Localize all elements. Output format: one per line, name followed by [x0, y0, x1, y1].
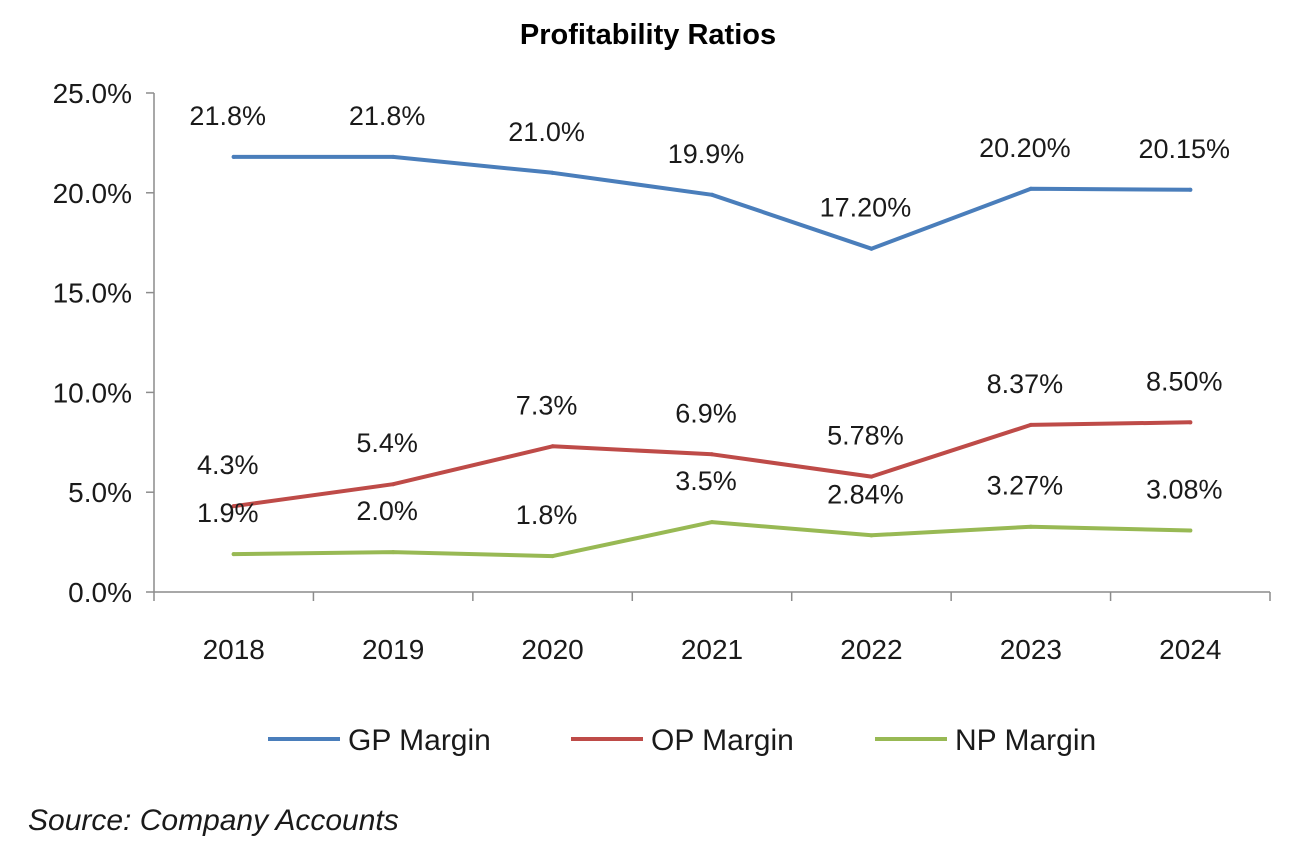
data-point-np-margin: [550, 554, 555, 559]
source-note: Source: Company Accounts: [28, 804, 399, 837]
legend-label-np-margin: NP Margin: [955, 724, 1096, 757]
data-label-np-margin: 3.08%: [1146, 475, 1223, 505]
data-point-np-margin: [710, 520, 714, 525]
data-point-np-margin: [1188, 528, 1193, 533]
data-label-np-margin: 3.27%: [987, 471, 1064, 501]
series-line-gp-margin: [231, 154, 1193, 251]
x-tick-label: 2018: [203, 634, 265, 665]
data-point-gp-margin: [1028, 186, 1033, 191]
x-tick-label: 2022: [840, 634, 902, 665]
data-point-op-margin: [869, 474, 874, 479]
x-tick-label: 2024: [1159, 634, 1221, 665]
data-point-gp-margin: [391, 154, 396, 159]
legend-label-op-margin: OP Margin: [651, 724, 794, 757]
data-point-np-margin: [869, 533, 874, 538]
series-lines: [231, 154, 1193, 559]
data-point-gp-margin: [710, 192, 714, 197]
data-label-np-margin: 2.84%: [827, 479, 904, 509]
data-point-np-margin: [231, 552, 236, 557]
data-point-op-margin: [710, 452, 714, 457]
data-point-op-margin: [231, 504, 236, 509]
data-label-op-margin: 6.9%: [675, 398, 737, 428]
data-label-gp-margin: 21.8%: [189, 101, 266, 131]
data-label-op-margin: 8.50%: [1146, 366, 1223, 396]
data-point-op-margin: [391, 482, 396, 487]
x-tick-label: 2021: [681, 634, 743, 665]
x-tick-label: 2019: [362, 634, 424, 665]
data-point-gp-margin: [550, 170, 555, 175]
data-label-gp-margin: 20.20%: [979, 133, 1071, 163]
data-label-gp-margin: 19.9%: [668, 139, 745, 169]
data-point-op-margin: [1188, 420, 1193, 425]
data-label-gp-margin: 21.8%: [349, 101, 426, 131]
data-point-gp-margin: [869, 246, 874, 251]
data-label-np-margin: 3.5%: [675, 466, 737, 496]
axes: 0.0% 5.0% 10.0% 15.0% 20.0% 25.0% 2018 2019 2020…: [53, 78, 1271, 665]
x-tick-label: 2023: [1000, 634, 1062, 665]
data-label-op-margin: 7.3%: [516, 390, 578, 420]
y-tick-label: 15.0%: [53, 278, 132, 309]
data-label-np-margin: 2.0%: [356, 496, 418, 526]
y-tick-label: 25.0%: [53, 78, 132, 109]
data-point-gp-margin: [1188, 187, 1193, 192]
data-label-op-margin: 5.78%: [827, 421, 904, 451]
legend: GP Margin OP Margin NP Margin: [268, 724, 1096, 757]
x-tick-label: 2020: [521, 634, 583, 665]
data-label-op-margin: 8.37%: [987, 369, 1064, 399]
y-tick-label: 10.0%: [53, 377, 132, 408]
data-label-gp-margin: 21.0%: [508, 117, 585, 147]
y-tick-label: 5.0%: [68, 477, 132, 508]
data-label-gp-margin: 17.20%: [820, 193, 912, 223]
data-point-np-margin: [1028, 524, 1033, 529]
data-label-np-margin: 1.9%: [197, 498, 259, 528]
legend-label-gp-margin: GP Margin: [348, 724, 491, 757]
chart-title: Profitability Ratios: [520, 19, 776, 51]
y-tick-label: 20.0%: [53, 178, 132, 209]
series-line-np-margin: [231, 520, 1193, 559]
data-point-gp-margin: [231, 154, 236, 159]
data-point-op-margin: [550, 444, 555, 449]
data-labels: 21.8% 21.8% 21.0% 19.9% 17.20% 20.20% 20.15% 4.…: [189, 101, 1230, 530]
data-point-op-margin: [1028, 422, 1033, 427]
data-label-op-margin: 4.3%: [197, 450, 259, 480]
data-label-gp-margin: 20.15%: [1138, 134, 1230, 164]
y-tick-label: 0.0%: [68, 577, 132, 608]
data-label-op-margin: 5.4%: [356, 428, 418, 458]
data-label-np-margin: 1.8%: [516, 500, 578, 530]
data-point-np-margin: [391, 550, 396, 555]
